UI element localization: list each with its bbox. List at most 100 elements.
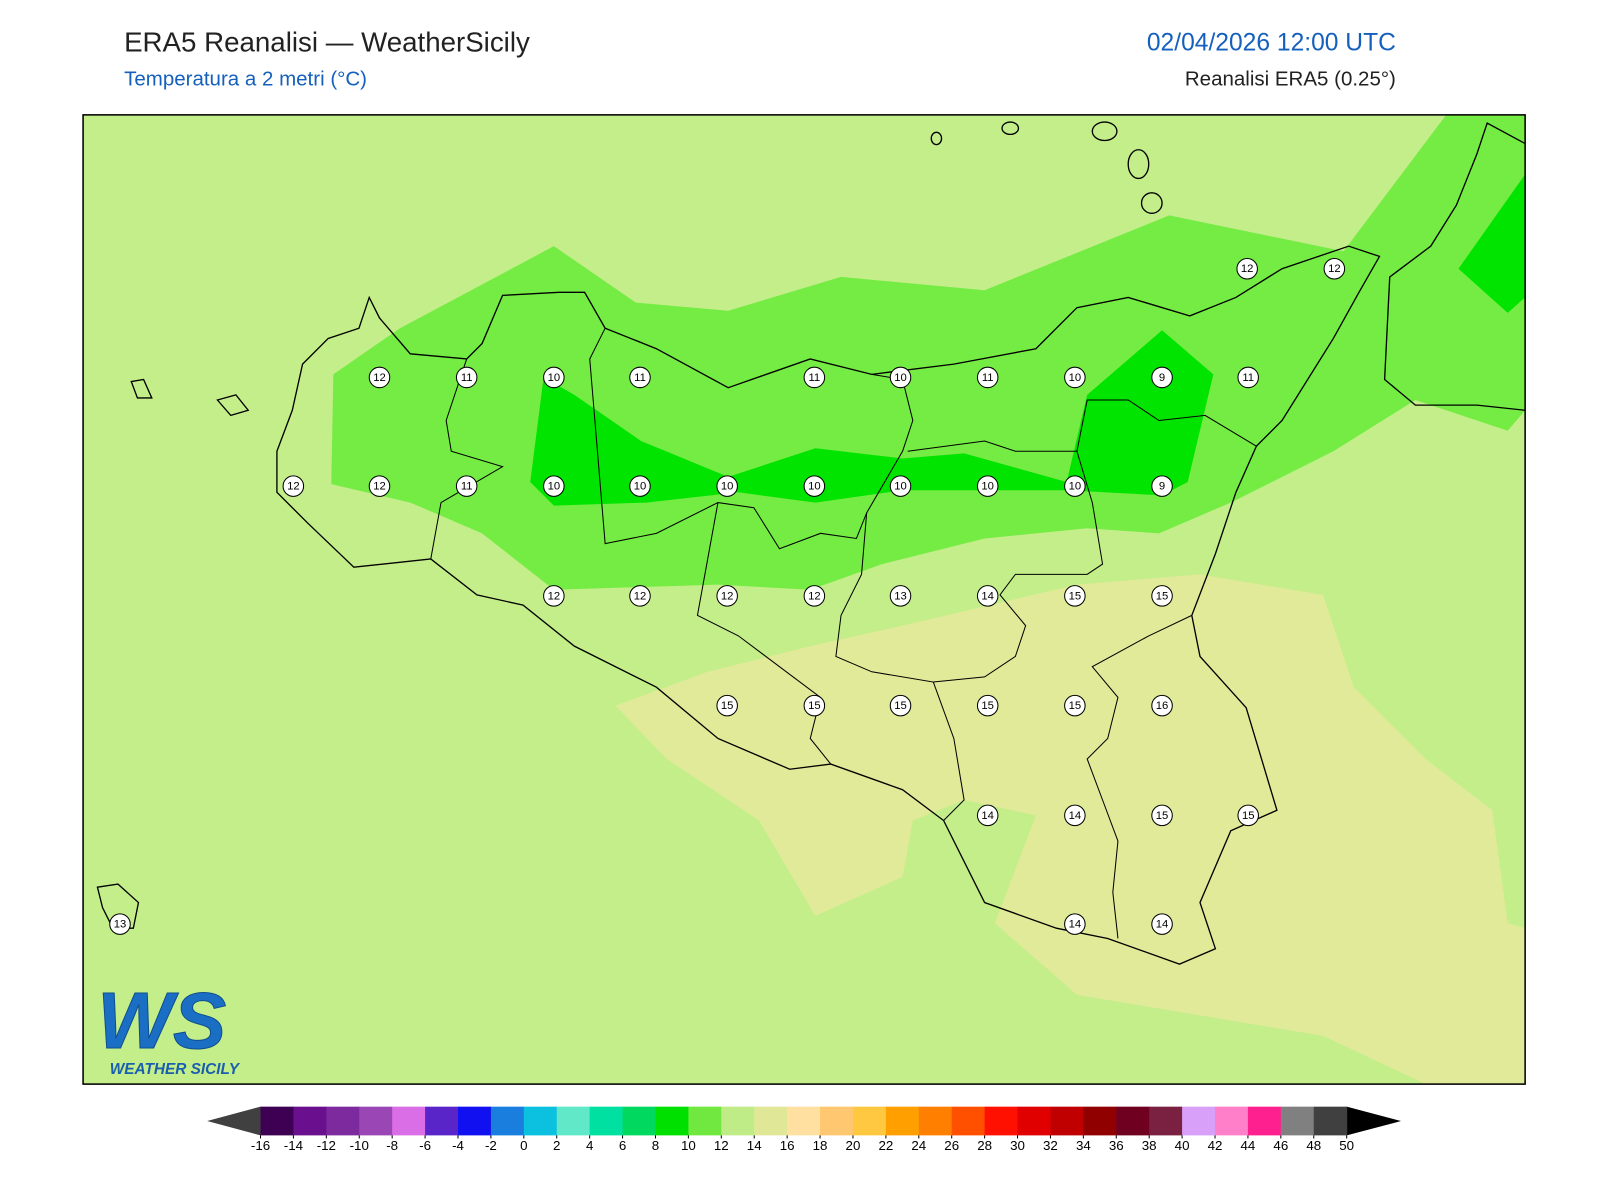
station-marker (803, 366, 826, 389)
station-value: 12 (1328, 263, 1341, 275)
station-value: 14 (1156, 919, 1169, 931)
station-marker (1151, 804, 1173, 827)
station-marker (543, 366, 565, 389)
colorbar-tick-label: 34 (1076, 1138, 1091, 1153)
colorbar-segment (1280, 1106, 1315, 1136)
colorbar-tick-label: 44 (1241, 1138, 1256, 1153)
colorbar-tick-label: 12 (714, 1138, 729, 1153)
colorbar-tick-label: 2 (553, 1138, 560, 1153)
colorbar-tick-label: 50 (1339, 1138, 1354, 1153)
station-marker (1151, 585, 1173, 607)
colorbar-segment (622, 1106, 656, 1136)
colorbar-segment (1215, 1106, 1249, 1136)
station-value: 11 (461, 372, 473, 384)
station-value: 15 (1069, 590, 1082, 602)
colorbar-tick-label: -2 (485, 1138, 497, 1153)
station-marker (889, 475, 912, 497)
colorbar-segment (885, 1106, 920, 1136)
station-value: 15 (721, 700, 734, 712)
station-marker (976, 694, 999, 717)
station-value: 12 (1241, 263, 1254, 275)
station-value: 10 (1069, 481, 1082, 493)
station-value: 12 (808, 590, 821, 602)
station-marker (716, 585, 738, 607)
station-value: 15 (981, 700, 994, 712)
station-marker (543, 475, 565, 497)
colorbar-tick-label: 28 (977, 1138, 992, 1153)
station-value: 15 (1156, 810, 1169, 822)
colorbar-tick-label: 4 (586, 1138, 594, 1153)
station-value: 11 (982, 372, 994, 384)
colorbar-tick-label: -10 (350, 1138, 369, 1153)
colorbar-over (1346, 1106, 1402, 1136)
station-value: 12 (548, 590, 561, 602)
station-value: 9 (1159, 481, 1165, 493)
station-marker (368, 475, 391, 497)
station-marker (1237, 804, 1259, 827)
colorbar-segment (490, 1106, 525, 1136)
colorbar-tick-label: -12 (317, 1138, 336, 1153)
colorbar-tick-label: 30 (1010, 1138, 1025, 1153)
date: 02/04/2026 12:00 UTC (1147, 30, 1396, 57)
colorbar-tick-label: 16 (780, 1138, 795, 1153)
station-marker (282, 475, 305, 497)
station-marker (629, 475, 651, 497)
colorbar-segment (1050, 1106, 1084, 1136)
colorbar-tick-label: -4 (452, 1138, 464, 1153)
station-value: 15 (1242, 810, 1255, 822)
station-value: 10 (894, 481, 907, 493)
station-marker (976, 475, 999, 497)
colorbar-tick-label: 18 (813, 1138, 828, 1153)
colorbar-tick-label: 10 (681, 1138, 696, 1153)
station-marker (803, 585, 826, 607)
station-value: 9 (1159, 372, 1165, 384)
station-value: 14 (981, 810, 994, 822)
station-marker (1064, 366, 1086, 389)
station-marker (109, 913, 131, 935)
station-marker (455, 475, 478, 497)
colorbar-segment (754, 1106, 788, 1136)
colorbar-tick-label: -16 (251, 1138, 270, 1153)
station-marker (803, 475, 826, 497)
station-marker (716, 475, 738, 497)
province-borders (430, 327, 1257, 939)
colorbar-tick-label: -6 (419, 1138, 431, 1153)
station-value: 11 (809, 372, 821, 384)
station-marker (1323, 257, 1346, 280)
colorbar-segment (1017, 1106, 1051, 1136)
colorbar-segment (1116, 1106, 1150, 1136)
station-value: 10 (981, 481, 994, 493)
station-marker (976, 366, 999, 389)
colorbar-segment (293, 1106, 327, 1136)
colorbar-segment (1083, 1106, 1117, 1136)
station-value: 10 (894, 372, 907, 384)
colorbar-tick-label: 48 (1306, 1138, 1321, 1153)
station-value: 15 (894, 700, 907, 712)
station-marker (629, 366, 651, 389)
colorbar-segment (820, 1106, 854, 1136)
station-marker (976, 804, 999, 827)
station-value: 10 (548, 481, 561, 493)
colorbar-segment (918, 1106, 953, 1136)
colorbar-tick-label: -14 (284, 1138, 304, 1153)
station-marker (1236, 257, 1258, 280)
colorbar-tick-label: 22 (878, 1138, 893, 1153)
colorbar-tick-label: 8 (652, 1138, 659, 1153)
field-cold (1458, 174, 1526, 313)
station-marker (1064, 804, 1086, 827)
station-marker (1064, 585, 1086, 607)
colorbar-tick-label: 24 (911, 1138, 926, 1153)
title: ERA5 Reanalisi — WeatherSicily (124, 26, 530, 57)
station-value: 10 (548, 372, 561, 384)
colorbar-segment (1313, 1106, 1348, 1136)
colorbar-tick-label: 20 (846, 1138, 861, 1153)
colorbar-segment (787, 1106, 821, 1136)
colorbar-segment (1182, 1106, 1216, 1136)
station-marker (1151, 366, 1173, 389)
station-marker (1237, 366, 1259, 389)
subtitle: Temperatura a 2 metri (°C) (124, 67, 367, 90)
station-value: 11 (1242, 372, 1254, 384)
colorbar-tick-label: -8 (386, 1138, 398, 1153)
